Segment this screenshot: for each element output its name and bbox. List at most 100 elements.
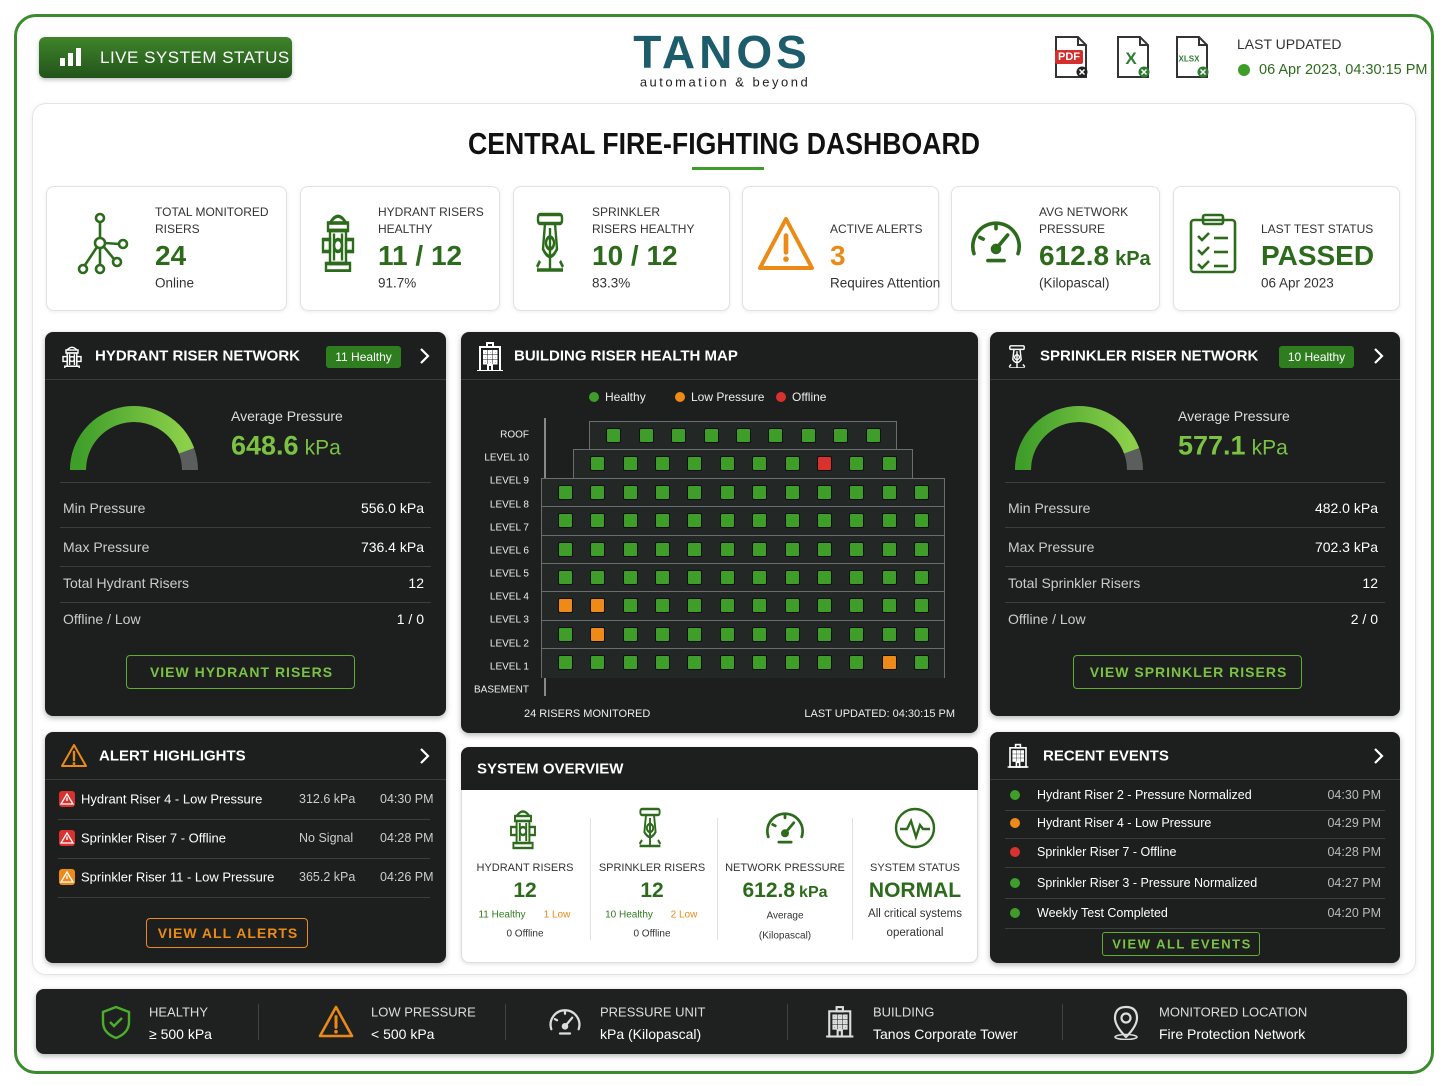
panel-chevron[interactable] xyxy=(1369,346,1389,366)
kpi-sub: Online xyxy=(155,275,195,291)
riser-cell xyxy=(881,484,897,500)
row-divider xyxy=(1005,566,1385,567)
icon-part xyxy=(536,212,564,226)
footer-icon xyxy=(98,1004,134,1040)
stat-label: Offline / Low xyxy=(1008,611,1086,627)
riser-cell xyxy=(590,484,606,500)
export-label: X xyxy=(1125,49,1137,68)
riser-cell xyxy=(849,569,865,585)
floor-outline xyxy=(540,477,946,508)
icon-part xyxy=(536,212,564,272)
icon-part xyxy=(544,235,556,251)
kpi-unit: kPa xyxy=(1115,248,1151,270)
view-events-button[interactable]: VIEW ALL EVENTS xyxy=(1102,932,1260,956)
riser-cell xyxy=(849,541,865,557)
riser-cell xyxy=(817,484,832,500)
riser-cell xyxy=(687,569,703,585)
panel xyxy=(45,732,446,963)
row-divider xyxy=(60,602,431,603)
level-label: LEVEL 7 xyxy=(489,522,529,534)
icon-part xyxy=(64,365,80,370)
icon-part xyxy=(1011,754,1016,758)
icon-part xyxy=(62,355,68,363)
floor-outline xyxy=(540,648,946,678)
average-number: 577.1 xyxy=(1178,430,1246,461)
live-icon xyxy=(58,46,84,68)
icon-part xyxy=(645,822,655,834)
icon-part xyxy=(510,810,536,850)
icon-part xyxy=(487,360,492,365)
kpi-value: 11 / 12 xyxy=(378,240,462,272)
riser-cell xyxy=(687,598,703,614)
icon-part xyxy=(766,812,804,844)
export-xlsx-button[interactable]: XLSX xyxy=(1171,35,1213,79)
panel-chevron[interactable] xyxy=(415,746,435,766)
kpi-sub: 91.7% xyxy=(378,275,417,291)
export-pdf-button[interactable]: PDF xyxy=(1050,35,1092,79)
panel-chevron[interactable] xyxy=(415,346,435,366)
footer-label: LOW PRESSURE xyxy=(371,1004,476,1020)
icon-part xyxy=(487,355,492,360)
riser-cell xyxy=(914,513,930,529)
icon-part xyxy=(1007,743,1028,768)
kpi-label: ACTIVE ALERTS xyxy=(830,222,923,236)
riser-cell xyxy=(655,484,670,500)
riser-cell xyxy=(881,513,897,529)
panel-chevron[interactable] xyxy=(1369,746,1389,766)
overview-number: 12 xyxy=(640,879,664,902)
legend-label: Offline xyxy=(792,390,827,404)
icon-part xyxy=(76,355,82,363)
stat-value: 12 xyxy=(408,575,424,591)
riser-cell xyxy=(719,541,735,557)
kpi-value-number: 24 xyxy=(155,240,187,271)
live-status-label: LIVE SYSTEM STATUS xyxy=(100,48,290,67)
icon-part xyxy=(512,841,534,850)
icon-part xyxy=(94,212,106,224)
panel-title: ALERT HIGHLIGHTS xyxy=(99,747,246,765)
kpi-icon xyxy=(73,212,133,276)
icon-part xyxy=(321,237,332,254)
export-icon xyxy=(1112,35,1154,79)
kpi-icon xyxy=(967,213,1025,271)
icon-part xyxy=(66,352,78,367)
riser-cell xyxy=(622,655,638,670)
footer-divider xyxy=(787,1004,788,1040)
riser-cell xyxy=(752,598,768,614)
view-button[interactable]: VIEW SPRINKLER RISERS xyxy=(1073,655,1302,689)
riser-cell xyxy=(557,541,573,557)
event-time: 04:27 PM xyxy=(1327,876,1381,890)
icon-part xyxy=(76,48,81,66)
overview-header xyxy=(461,747,978,790)
icon-part xyxy=(515,810,531,817)
export-excel-button[interactable]: X xyxy=(1112,35,1154,79)
riser-cell xyxy=(703,428,719,443)
kpi-icon xyxy=(318,208,358,273)
kpi-sub: Requires Attention xyxy=(830,275,941,291)
riser-cell xyxy=(590,541,606,557)
kpi-card xyxy=(742,186,939,311)
live-status-button[interactable]: LIVE SYSTEM STATUS xyxy=(39,37,292,78)
view-alerts-button[interactable]: VIEW ALL ALERTS xyxy=(146,918,308,948)
icon-part xyxy=(826,1006,854,1038)
stat-value: 1 / 0 xyxy=(396,611,424,627)
kpi-label: HYDRANT RISERS HEALTHY xyxy=(378,205,484,236)
healthy-badge-label: 11 Healthy xyxy=(335,350,392,364)
icon-part xyxy=(60,48,81,66)
riser-cell xyxy=(719,598,735,614)
kpi-card xyxy=(46,186,287,311)
export-icon xyxy=(1171,35,1213,79)
icon-part xyxy=(101,1005,131,1040)
icon-part xyxy=(1114,1033,1138,1041)
stat-label: Total Sprinkler Risers xyxy=(1008,575,1141,591)
last-updated-value: 06 Apr 2023, 04:30:15 PM xyxy=(1259,62,1428,78)
event-time: 04:30 PM xyxy=(1327,788,1381,802)
footer-icon xyxy=(318,1004,354,1040)
icon-part xyxy=(1077,37,1086,46)
riser-cell xyxy=(784,513,800,529)
footer-value: Tanos Corporate Tower xyxy=(873,1026,1018,1042)
view-button[interactable]: VIEW HYDRANT RISERS xyxy=(126,655,355,689)
kpi-card xyxy=(1173,186,1400,311)
legend-dot xyxy=(776,392,786,402)
icon-part xyxy=(1140,68,1148,76)
kpi-value: 3 xyxy=(830,240,846,272)
